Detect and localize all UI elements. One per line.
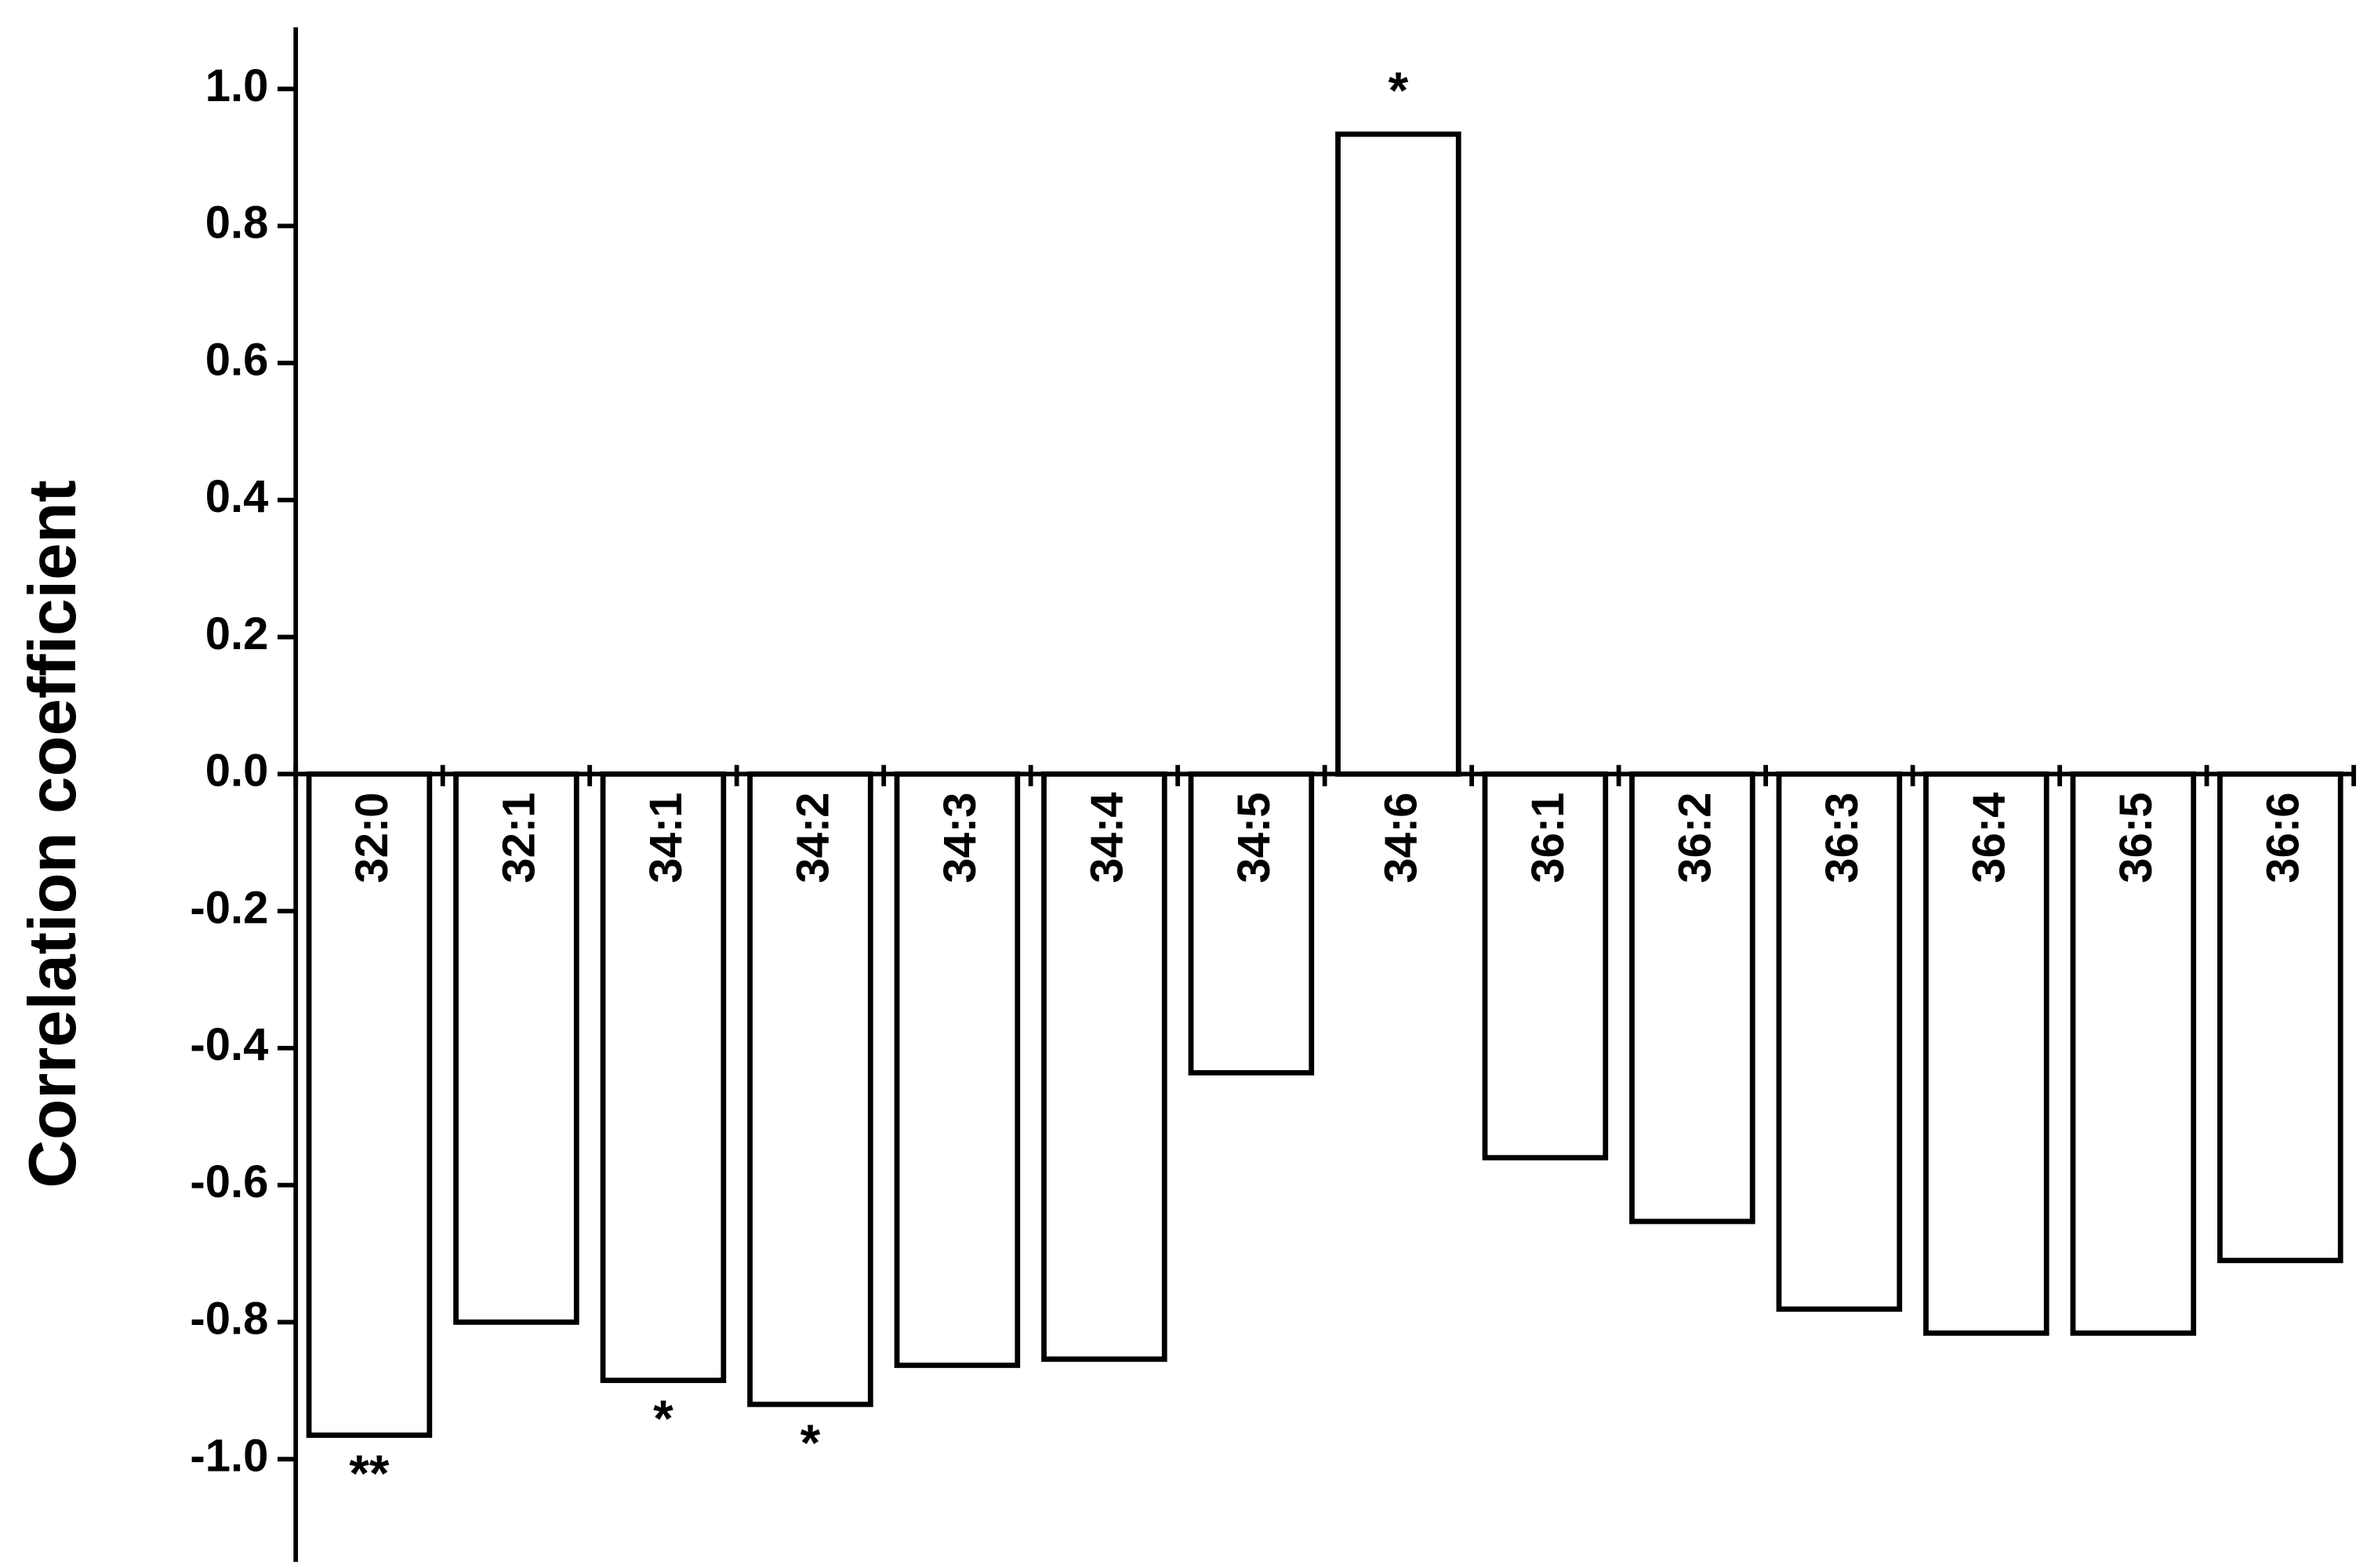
bar [1923, 771, 2049, 1336]
bar [1482, 771, 1609, 1161]
x-tick-label: 36:3 [1817, 793, 1868, 884]
y-tick-label: -1.0 [190, 1431, 268, 1482]
y-tick-label: 0.2 [205, 608, 269, 659]
bar [1041, 771, 1167, 1362]
bar [747, 771, 873, 1407]
y-tick-label: 0.6 [205, 334, 269, 385]
x-tick-label: 32:1 [493, 793, 544, 884]
bar [2217, 771, 2344, 1264]
x-tick-label: 34:6 [1375, 793, 1426, 884]
x-tick-label: 36:5 [2111, 793, 2162, 884]
x-tick-label: 34:1 [641, 793, 692, 884]
bar [2070, 771, 2197, 1336]
bar [453, 771, 579, 1325]
y-tick-label: 0.4 [205, 471, 269, 522]
y-tick-label: 0.0 [205, 746, 269, 797]
bar [1335, 131, 1461, 777]
x-tick-label: 36:6 [2257, 793, 2308, 884]
y-tick-label: -0.2 [190, 882, 268, 933]
x-tick-label: 34:3 [935, 793, 986, 884]
significance-mark: * [801, 1414, 821, 1472]
y-tick-label: -0.4 [190, 1019, 268, 1070]
bar [1188, 771, 1315, 1076]
x-tick-label: 32:0 [347, 793, 398, 884]
y-tick-label: -0.6 [190, 1156, 268, 1207]
x-tick-label: 34:5 [1229, 793, 1280, 884]
bar [1776, 771, 1903, 1312]
x-tick-label: 36:1 [1523, 793, 1574, 884]
x-tick-label: 36:2 [1669, 793, 1720, 884]
bar [600, 771, 727, 1384]
significance-mark: ** [349, 1444, 390, 1502]
y-tick-label: 1.0 [205, 60, 269, 111]
y-axis-title: Correlation coefficient [16, 480, 90, 1188]
x-tick-label: 34:2 [787, 793, 838, 884]
bar [306, 771, 433, 1438]
significance-mark: * [653, 1389, 673, 1447]
bar [1629, 771, 1755, 1225]
x-tick-label: 34:4 [1081, 793, 1132, 884]
bar [894, 771, 1021, 1368]
x-tick-label: 36:4 [1963, 793, 2014, 884]
y-tick-label: -0.8 [190, 1294, 268, 1345]
significance-mark: * [1389, 61, 1409, 119]
y-tick-label: 0.8 [205, 198, 269, 249]
